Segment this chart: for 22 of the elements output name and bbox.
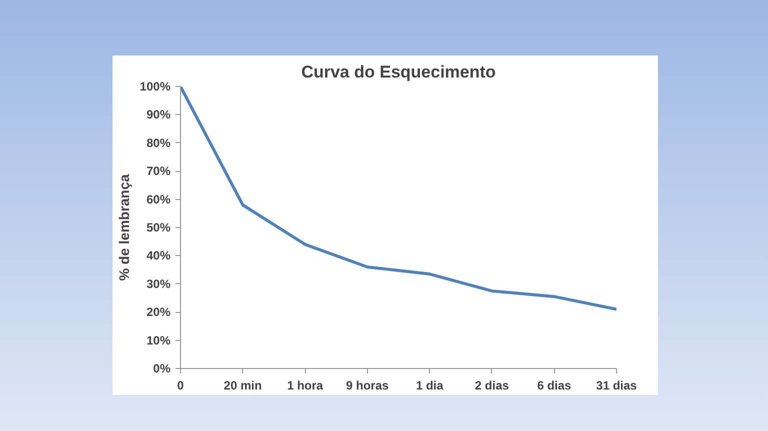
x-tick-label: 0 bbox=[177, 378, 184, 392]
y-tick-label: 100% bbox=[140, 80, 171, 94]
y-tick-label: 10% bbox=[146, 333, 171, 348]
x-tick-label: 20 min bbox=[224, 378, 262, 392]
x-tick-label: 9 horas bbox=[346, 378, 390, 392]
y-tick-label: 70% bbox=[146, 164, 171, 178]
y-axis-title: % de lembrança bbox=[116, 174, 132, 281]
y-tick-label: 20% bbox=[146, 305, 171, 320]
chart-title: Curva do Esquecimento bbox=[301, 62, 496, 82]
x-tick-label: 6 dias bbox=[537, 378, 572, 392]
x-tick-label: 1 hora bbox=[287, 378, 324, 392]
x-tick-label: 2 dias bbox=[474, 378, 510, 392]
line-series bbox=[180, 86, 616, 311]
y-tick-label: 60% bbox=[146, 192, 171, 206]
y-tick-label: 40% bbox=[146, 248, 171, 263]
y-tick-label: 30% bbox=[146, 276, 171, 291]
y-tick-label: 80% bbox=[146, 136, 171, 150]
y-tick-label: 90% bbox=[146, 108, 171, 122]
y-tick-label: 50% bbox=[146, 220, 171, 234]
x-tick-label: 1 dia bbox=[416, 378, 444, 392]
y-tick-label: 0% bbox=[153, 362, 171, 376]
x-tick-label: 31 dias bbox=[596, 378, 638, 392]
